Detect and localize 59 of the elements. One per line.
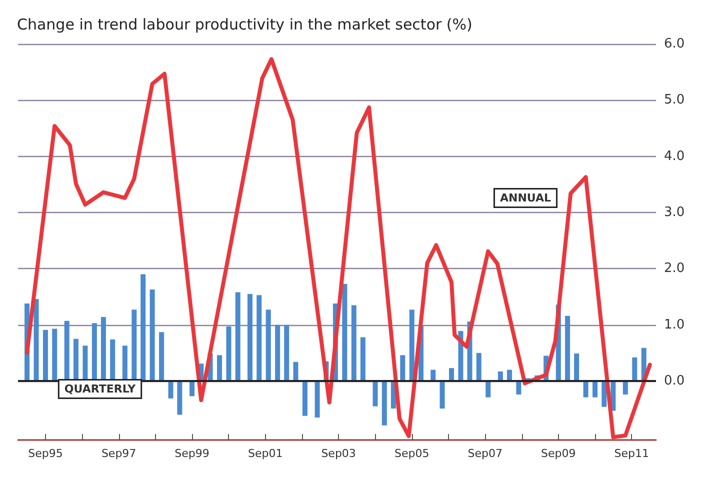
y-tick-label: 6.0 bbox=[664, 36, 685, 52]
bar bbox=[140, 274, 146, 382]
x-tick-label: Sep09 bbox=[541, 447, 576, 460]
bar bbox=[360, 337, 366, 382]
bar bbox=[622, 381, 628, 394]
bar bbox=[247, 294, 252, 382]
bar bbox=[190, 381, 195, 396]
bar bbox=[235, 292, 240, 382]
bar bbox=[409, 310, 414, 382]
y-tick-label: 1.0 bbox=[664, 317, 685, 332]
x-tick-label: Sep07 bbox=[468, 447, 502, 460]
y-tick-label: 5.0 bbox=[664, 92, 685, 108]
x-tick-label: Sep97 bbox=[101, 447, 136, 460]
bar bbox=[177, 381, 182, 415]
bar bbox=[476, 352, 482, 382]
bar bbox=[284, 324, 290, 382]
bar bbox=[342, 284, 348, 382]
y-tick-label: 3.0 bbox=[664, 205, 685, 220]
bar bbox=[34, 299, 39, 382]
bar bbox=[516, 381, 522, 394]
bar bbox=[159, 332, 164, 382]
bar bbox=[440, 381, 445, 409]
bar bbox=[275, 324, 280, 382]
bar bbox=[314, 381, 320, 418]
bar bbox=[351, 305, 356, 382]
x-tick-label: Sep11 bbox=[614, 447, 649, 460]
chart-title: Change in trend labour productivity in the market sector (%) bbox=[17, 16, 472, 34]
bar bbox=[42, 330, 48, 382]
bar bbox=[583, 381, 588, 398]
bar bbox=[372, 381, 378, 406]
bar bbox=[602, 381, 607, 407]
bar bbox=[302, 381, 308, 416]
bar bbox=[565, 316, 570, 382]
y-tick-label: 4.0 bbox=[664, 148, 685, 164]
bar bbox=[382, 381, 387, 426]
bar bbox=[226, 326, 232, 382]
line-series bbox=[25, 57, 652, 440]
x-tick-label: Sep01 bbox=[248, 447, 283, 460]
bar bbox=[448, 368, 454, 382]
bar bbox=[52, 328, 58, 382]
y-tick-label: 2.0 bbox=[664, 261, 685, 276]
x-tick-label: Sep99 bbox=[174, 447, 210, 460]
bar bbox=[574, 354, 580, 382]
bar bbox=[217, 355, 222, 382]
bar bbox=[256, 295, 262, 382]
bar bbox=[632, 357, 638, 382]
x-tick-label: Sep05 bbox=[394, 447, 430, 460]
bar bbox=[293, 362, 298, 382]
bar bbox=[168, 381, 174, 398]
x-tick-label: Sep95 bbox=[28, 447, 63, 460]
bar bbox=[400, 355, 406, 382]
x-tick-label: Sep03 bbox=[321, 447, 356, 460]
bar bbox=[486, 381, 491, 398]
bar bbox=[266, 310, 271, 382]
series-label: ANNUAL bbox=[500, 192, 552, 204]
series-label: QUARTERLY bbox=[64, 382, 137, 396]
bar bbox=[592, 381, 598, 398]
y-tick-label: 0.0 bbox=[664, 374, 685, 389]
bar bbox=[150, 289, 155, 382]
